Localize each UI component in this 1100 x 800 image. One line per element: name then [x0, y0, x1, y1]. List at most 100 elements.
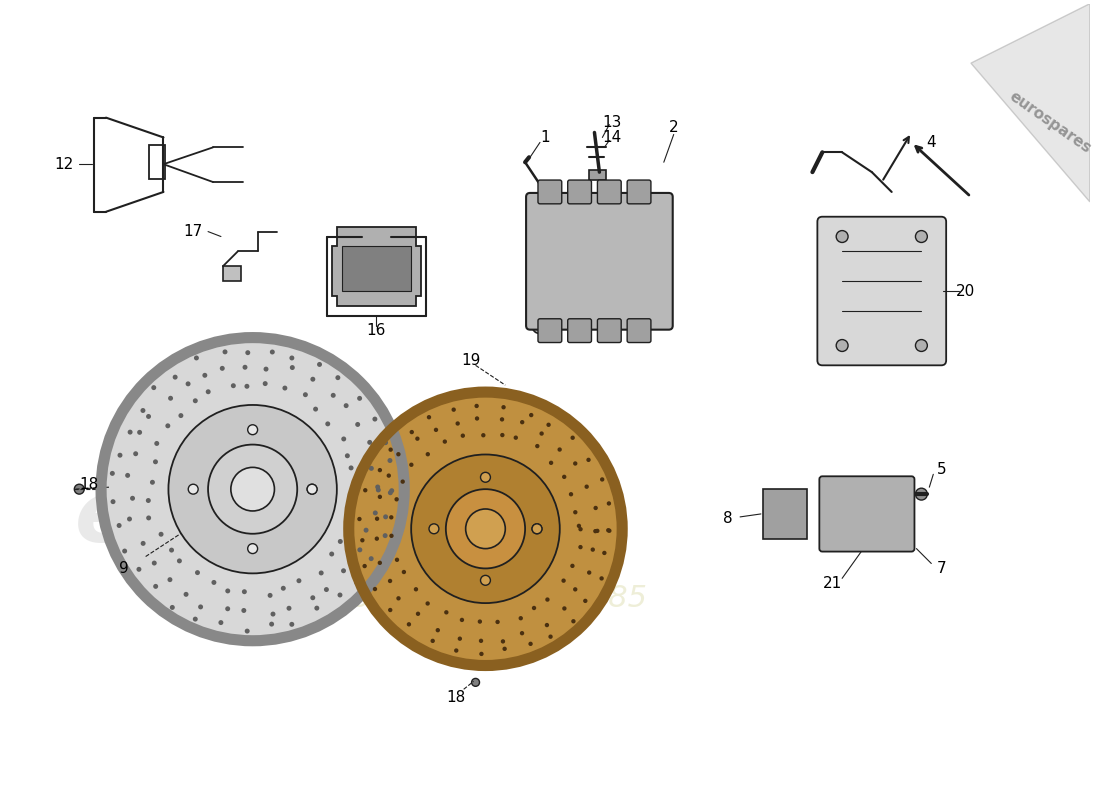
- Circle shape: [152, 385, 156, 390]
- Circle shape: [75, 484, 85, 494]
- Circle shape: [587, 570, 592, 574]
- Circle shape: [270, 350, 275, 354]
- Circle shape: [593, 529, 597, 534]
- Circle shape: [141, 541, 145, 546]
- Circle shape: [458, 637, 462, 641]
- Circle shape: [495, 620, 499, 624]
- Circle shape: [579, 527, 583, 531]
- Circle shape: [915, 488, 927, 500]
- Circle shape: [433, 428, 438, 432]
- Circle shape: [558, 447, 562, 452]
- Circle shape: [231, 467, 274, 511]
- Circle shape: [518, 616, 522, 621]
- Text: 7: 7: [936, 561, 946, 576]
- Circle shape: [502, 405, 506, 410]
- Text: 9: 9: [119, 561, 129, 576]
- Circle shape: [532, 318, 548, 334]
- Circle shape: [198, 605, 204, 610]
- Circle shape: [283, 386, 287, 390]
- Circle shape: [481, 433, 485, 438]
- Circle shape: [244, 629, 250, 634]
- Circle shape: [338, 593, 342, 598]
- Circle shape: [481, 575, 491, 586]
- Circle shape: [586, 458, 591, 462]
- Text: 12: 12: [55, 157, 74, 172]
- Circle shape: [231, 383, 235, 388]
- Circle shape: [460, 618, 464, 622]
- Circle shape: [451, 407, 455, 412]
- FancyBboxPatch shape: [538, 318, 562, 342]
- Circle shape: [358, 396, 362, 401]
- Circle shape: [329, 551, 334, 557]
- Circle shape: [386, 474, 390, 478]
- Circle shape: [569, 492, 573, 497]
- Circle shape: [549, 634, 552, 639]
- Circle shape: [315, 606, 319, 610]
- Circle shape: [110, 471, 114, 476]
- Circle shape: [220, 366, 224, 371]
- Circle shape: [158, 532, 164, 537]
- Circle shape: [607, 502, 612, 506]
- Circle shape: [338, 539, 343, 544]
- Circle shape: [310, 377, 316, 382]
- Circle shape: [270, 622, 274, 626]
- Text: 2: 2: [669, 120, 679, 135]
- Circle shape: [289, 365, 295, 370]
- Circle shape: [192, 617, 198, 622]
- Circle shape: [341, 437, 346, 442]
- Circle shape: [165, 423, 170, 428]
- FancyBboxPatch shape: [627, 318, 651, 342]
- Text: 16: 16: [366, 323, 386, 338]
- Circle shape: [184, 592, 188, 597]
- Circle shape: [836, 339, 848, 351]
- Circle shape: [535, 444, 539, 448]
- Circle shape: [481, 472, 491, 482]
- Circle shape: [211, 580, 217, 585]
- FancyBboxPatch shape: [627, 180, 651, 204]
- Circle shape: [500, 433, 505, 438]
- Circle shape: [426, 602, 430, 606]
- Circle shape: [478, 638, 483, 643]
- Circle shape: [349, 509, 354, 514]
- Circle shape: [263, 381, 267, 386]
- Circle shape: [388, 608, 393, 612]
- Circle shape: [133, 451, 139, 456]
- Circle shape: [395, 497, 399, 502]
- Text: 17: 17: [184, 224, 202, 239]
- Text: 13: 13: [603, 115, 622, 130]
- FancyBboxPatch shape: [568, 318, 592, 342]
- Text: 14: 14: [603, 130, 622, 145]
- Circle shape: [388, 578, 393, 583]
- Text: 20: 20: [956, 283, 976, 298]
- Circle shape: [529, 413, 534, 418]
- Circle shape: [368, 556, 374, 561]
- Circle shape: [195, 570, 200, 575]
- Circle shape: [396, 452, 400, 457]
- Circle shape: [591, 547, 595, 552]
- Circle shape: [474, 404, 478, 408]
- Circle shape: [314, 406, 318, 411]
- Circle shape: [222, 350, 228, 354]
- Circle shape: [373, 510, 377, 515]
- Circle shape: [354, 580, 360, 585]
- Circle shape: [349, 466, 353, 470]
- Circle shape: [245, 350, 251, 355]
- Circle shape: [475, 416, 480, 421]
- Circle shape: [375, 537, 379, 541]
- Circle shape: [264, 366, 268, 371]
- Circle shape: [414, 587, 418, 591]
- Circle shape: [546, 598, 550, 602]
- Circle shape: [409, 430, 414, 434]
- Circle shape: [173, 374, 177, 380]
- Circle shape: [169, 605, 175, 610]
- Circle shape: [532, 606, 536, 610]
- Circle shape: [302, 392, 308, 397]
- Circle shape: [356, 485, 361, 490]
- Circle shape: [126, 517, 132, 522]
- Circle shape: [358, 517, 362, 521]
- Circle shape: [389, 515, 394, 519]
- Circle shape: [411, 454, 560, 603]
- Circle shape: [146, 414, 151, 419]
- Circle shape: [373, 587, 377, 591]
- Circle shape: [367, 440, 372, 445]
